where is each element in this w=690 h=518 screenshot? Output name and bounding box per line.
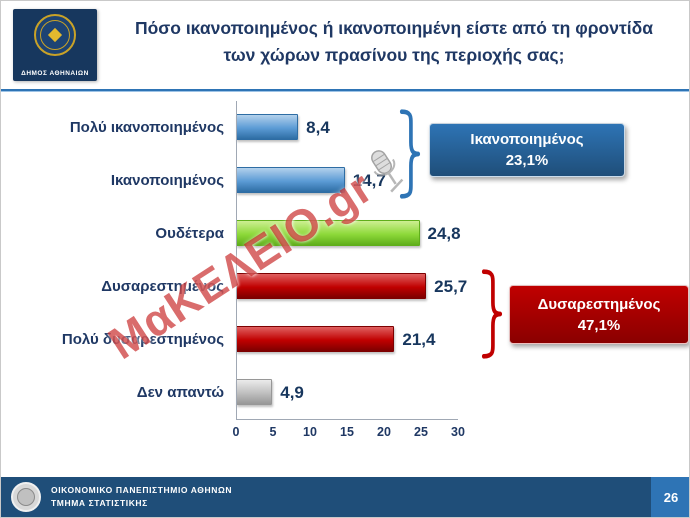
slide-title: Πόσο ικανοποιημένος ή ικανοποιημένη είστ… bbox=[107, 15, 681, 69]
dissatisfied-bracket-icon bbox=[481, 269, 503, 359]
page-number: 26 bbox=[651, 477, 689, 517]
category-label: Πολύ ικανοποιημένος bbox=[69, 119, 224, 136]
bar-track: 14,7 bbox=[236, 154, 458, 207]
x-tick: 20 bbox=[377, 425, 391, 439]
bar-neutral bbox=[236, 220, 420, 246]
footer-org-line2: ΤΜΗΜΑ ΣΤΑΤΙΣΤΙΚΗΣ bbox=[51, 498, 148, 508]
value-label: 4,9 bbox=[280, 382, 304, 402]
logo-label: ΔΗΜΟΣ ΑΘΗΝΑΙΩΝ bbox=[21, 70, 89, 77]
bar-satisfied bbox=[236, 167, 345, 193]
value-label: 21,4 bbox=[402, 329, 436, 349]
x-tick: 0 bbox=[232, 425, 240, 439]
footer-org-line1: ΟΙΚΟΝΟΜΙΚΟ ΠΑΝΕΠΙΣΤΗΜΙΟ ΑΘΗΝΩΝ bbox=[51, 485, 233, 496]
category-label: Ουδέτερα bbox=[155, 225, 224, 242]
dissatisfied-callout-value: 47,1% bbox=[577, 316, 621, 334]
bar-track: 24,8 bbox=[236, 207, 461, 260]
value-label: 8,4 bbox=[306, 117, 330, 137]
chart-row: Πολύ δυσαρεστημένος 21,4 bbox=[19, 313, 687, 366]
header-divider-light bbox=[1, 91, 689, 92]
category-label: Ικανοποιημένος bbox=[110, 172, 224, 189]
slide-title-line1: Πόσο ικανοποιημένος ή ικανοποιημένη είστ… bbox=[134, 18, 654, 38]
y-axis-line bbox=[236, 101, 237, 420]
bar-track: 21,4 bbox=[236, 313, 458, 366]
bar-chart: Πολύ ικανοποιημένος 8,4 Ικανοποιημένος 1… bbox=[19, 101, 689, 446]
bar-track: 8,4 bbox=[236, 101, 458, 154]
x-tick: 25 bbox=[414, 425, 428, 439]
x-tick: 10 bbox=[303, 425, 317, 439]
bar-no-answer bbox=[236, 379, 273, 405]
footer-bar: ΟΙΚΟΝΟΜΙΚΟ ΠΑΝΕΠΙΣΤΗΜΙΟ ΑΘΗΝΩΝ ΤΜΗΜΑ ΣΤΑ… bbox=[1, 477, 689, 517]
category-label: Δεν απαντώ bbox=[136, 384, 224, 401]
bar-very-satisfied bbox=[236, 114, 299, 140]
chart-row: Ουδέτερα 24,8 bbox=[19, 207, 687, 260]
header-divider bbox=[1, 89, 689, 91]
chart-row: Πολύ ικανοποιημένος 8,4 bbox=[19, 101, 687, 154]
category-label: Πολύ δυσαρεστημένος bbox=[61, 331, 224, 348]
satisfied-callout-value: 23,1% bbox=[505, 152, 549, 169]
athens-emblem-icon bbox=[34, 14, 76, 56]
category-label: Δυσαρεστημένος bbox=[101, 278, 224, 295]
chart-row: Δεν απαντώ 4,9 bbox=[19, 366, 687, 419]
x-tick: 15 bbox=[340, 425, 354, 439]
footer-text: ΟΙΚΟΝΟΜΙΚΟ ΠΑΝΕΠΙΣΤΗΜΙΟ ΑΘΗΝΩΝ ΤΜΗΜΑ ΣΤΑ… bbox=[51, 484, 232, 510]
bar-track: 4,9 bbox=[236, 366, 458, 419]
university-seal-icon bbox=[11, 482, 41, 512]
chart-row: Δυσαρεστημένος 25,7 bbox=[19, 260, 687, 313]
slide-title-line2: των χώρων πρασίνου της περιοχής σας; bbox=[223, 45, 565, 66]
athens-municipality-logo: ΔΗΜΟΣ ΑΘΗΝΑΙΩΝ bbox=[13, 9, 97, 81]
x-axis-line bbox=[236, 419, 458, 420]
x-tick: 5 bbox=[269, 425, 277, 439]
bar-dissatisfied bbox=[236, 273, 427, 299]
bar-track: 25,7 bbox=[236, 260, 467, 313]
x-axis-ticks: 0 5 10 15 20 25 30 bbox=[232, 425, 465, 441]
satisfied-callout-label: Ικανοποιημένος bbox=[470, 131, 584, 148]
satisfied-bracket-icon bbox=[399, 109, 421, 199]
value-label: 24,8 bbox=[427, 223, 461, 243]
satisfied-callout: Ικανοποιημένος 23,1% bbox=[429, 123, 625, 177]
x-tick: 30 bbox=[451, 425, 465, 439]
dissatisfied-callout: Δυσαρεστημένος 47,1% bbox=[509, 285, 689, 344]
value-label: 25,7 bbox=[434, 276, 468, 296]
dissatisfied-callout-label: Δυσαρεστημένος bbox=[537, 295, 661, 313]
bar-very-dissatisfied bbox=[236, 326, 395, 352]
value-label: 14,7 bbox=[352, 170, 386, 190]
